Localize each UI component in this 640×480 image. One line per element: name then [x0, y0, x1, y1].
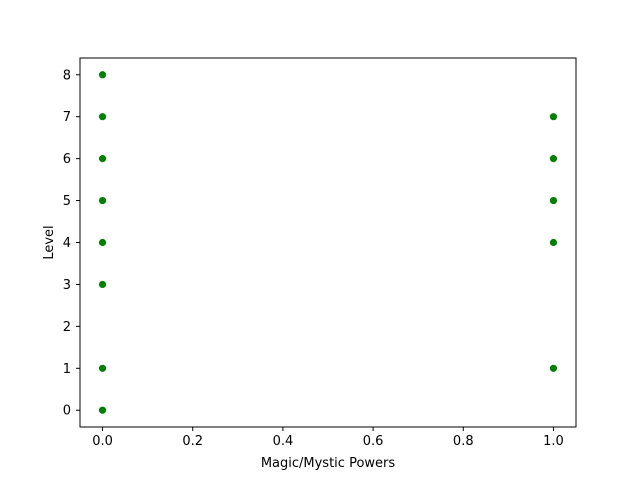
- y-tick-label: 8: [63, 68, 71, 83]
- y-tick-label: 1: [63, 362, 71, 377]
- x-tick-label: 0.2: [182, 434, 203, 449]
- ticks-layer: 0.0 0.2 0.4 0.6 0.8 1.0 0 1 2 3 4 5 6 7 8: [63, 68, 564, 449]
- y-tick-label: 4: [63, 236, 71, 251]
- data-point: [549, 238, 558, 247]
- y-tick-label: 5: [63, 194, 71, 209]
- data-point: [549, 155, 558, 163]
- data-point: [98, 406, 107, 414]
- data-point: [98, 113, 107, 121]
- data-point: [549, 196, 558, 205]
- y-axis-title: Level: [42, 225, 57, 259]
- data-point: [98, 71, 107, 79]
- y-tick-label: 6: [63, 152, 71, 167]
- x-tick-label: 1.0: [543, 434, 564, 449]
- x-tick-label: 0.6: [363, 434, 384, 449]
- data-point: [98, 155, 107, 163]
- plot-frame: [79, 57, 577, 428]
- data-point: [98, 196, 107, 205]
- x-tick-label: 0.0: [92, 434, 113, 449]
- x-axis-title: Magic/Mystic Powers: [261, 456, 396, 471]
- data-point: [98, 280, 107, 289]
- y-tick-label: 2: [63, 320, 71, 335]
- y-tick-label: 7: [63, 110, 71, 125]
- data-point: [98, 364, 107, 372]
- x-tick-label: 0.4: [273, 434, 294, 449]
- y-tick-label: 3: [63, 278, 71, 293]
- data-point: [549, 113, 558, 121]
- data-point: [98, 238, 107, 247]
- data-point: [549, 364, 558, 372]
- x-tick-label: 0.8: [453, 434, 474, 449]
- points-layer: [98, 71, 558, 414]
- y-tick-label: 0: [63, 404, 71, 419]
